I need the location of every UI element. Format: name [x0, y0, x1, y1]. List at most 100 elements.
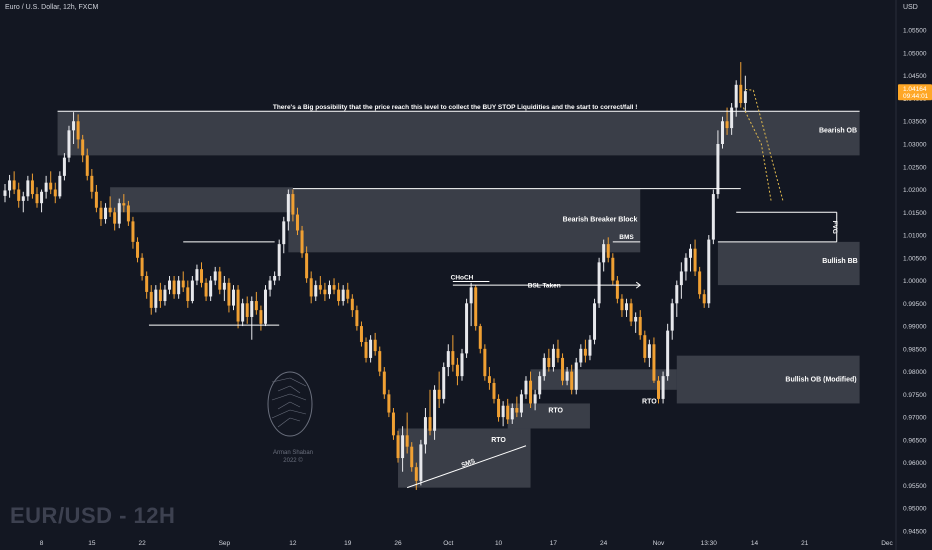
candle-body	[268, 280, 272, 290]
candle-body	[8, 180, 12, 191]
candle-body	[638, 316, 642, 336]
candle-body	[227, 282, 231, 306]
candle-body	[346, 289, 350, 299]
candle-body	[53, 189, 57, 197]
candle-body	[529, 380, 533, 404]
label-bullish-ob-modified: Bullish OB (Modified)	[785, 376, 856, 383]
candle-body	[62, 157, 66, 176]
logo-year: 2022 ©	[283, 458, 303, 464]
symbol-title[interactable]: Euro / U.S. Dollar, 12h, FXCM	[5, 4, 99, 11]
candle-body	[300, 230, 304, 254]
price-tick-label: 1.03500	[903, 119, 927, 126]
candle-body	[689, 248, 692, 258]
candle-body	[693, 248, 697, 272]
candle-body	[245, 303, 249, 317]
candle-body	[419, 444, 423, 481]
candle-body	[149, 291, 153, 308]
price-tick-label: 0.97000	[903, 415, 927, 422]
label-choch: CHoCH	[451, 274, 474, 281]
currency-label: USD	[903, 4, 918, 11]
candle-body	[716, 144, 720, 195]
candle-body	[58, 175, 62, 197]
candle-body	[382, 371, 386, 395]
candle-body	[163, 289, 167, 302]
candle-body	[181, 280, 185, 288]
candle-body	[232, 289, 235, 306]
logo-link	[289, 409, 307, 415]
time-tick-label: 26	[394, 540, 402, 547]
candle-body	[341, 289, 345, 302]
candle-body	[113, 212, 117, 224]
candle-body	[524, 380, 528, 395]
candle-body	[26, 180, 30, 197]
candle-body	[634, 316, 638, 322]
candle-body	[218, 271, 222, 290]
candle-body	[451, 351, 455, 365]
candle-body	[186, 287, 190, 302]
candle-body	[35, 194, 39, 204]
candle-body	[643, 335, 647, 358]
candle-body	[305, 253, 309, 279]
candle-body	[455, 364, 459, 377]
candle-body	[428, 417, 432, 431]
candle-body	[318, 285, 322, 290]
time-tick-label: 10	[495, 540, 503, 547]
candle-body	[556, 348, 560, 358]
candle-body	[131, 221, 135, 242]
candle-body	[104, 207, 108, 220]
price-tick-label: 0.96000	[903, 460, 927, 467]
candle-body	[533, 394, 537, 404]
candle-body	[76, 121, 80, 140]
candle-body	[423, 417, 427, 445]
candle-body	[337, 289, 341, 302]
candle-body	[547, 357, 551, 368]
current-price-tag	[898, 84, 932, 101]
watermark: EUR/USD - 12H	[10, 503, 176, 528]
price-tick-label: 1.04500	[903, 73, 927, 80]
candle-body	[314, 285, 318, 297]
candle-body	[405, 435, 409, 447]
price-axis[interactable]: 1.055001.050001.045001.040001.035001.030…	[895, 0, 932, 550]
time-axis[interactable]: 8 15 22 Sep 12 19 26 Oct 10 17 24 Nov 13:30 14 21 Dec	[40, 540, 894, 547]
candle-body	[510, 408, 514, 420]
candle-body	[122, 203, 126, 206]
label-bearish-breaker-block: Bearish Breaker Block	[563, 216, 638, 223]
candle-body	[263, 289, 267, 324]
candle-body	[506, 405, 510, 420]
candle-body	[442, 367, 446, 399]
time-tick-label: 22	[138, 540, 146, 547]
time-tick-label: 19	[344, 540, 352, 547]
candle-body	[711, 194, 715, 240]
candle-body	[538, 376, 542, 395]
candle-body	[387, 394, 391, 413]
price-tick-label: 0.98000	[903, 369, 927, 376]
candle-body	[625, 303, 629, 311]
time-tick-label: 17	[550, 540, 558, 547]
candle-body	[670, 303, 674, 331]
time-tick-label: Oct	[443, 540, 453, 547]
candle-body	[378, 351, 382, 372]
candle-body	[675, 285, 679, 304]
current-price-value: 1.04164	[903, 86, 927, 93]
candle-body	[433, 389, 437, 431]
candle-body	[743, 91, 747, 104]
candle-body	[720, 121, 724, 144]
candle-body	[236, 289, 240, 322]
candle-body	[309, 278, 313, 297]
projection-path-1	[745, 88, 784, 203]
logo-link	[277, 385, 291, 392]
label-sms: SMS	[461, 458, 477, 470]
label-fvg: FVG	[831, 221, 838, 234]
candle-body	[597, 262, 601, 304]
candle-body	[67, 130, 71, 158]
candle-body	[497, 398, 501, 418]
candle-body	[332, 285, 336, 290]
candle-body	[168, 280, 172, 290]
candle-body	[615, 280, 619, 299]
projection-path-2	[742, 107, 772, 203]
time-tick-label: 24	[600, 540, 608, 547]
price-tick-label: 1.05000	[903, 50, 927, 57]
price-tick-label: 0.97500	[903, 392, 927, 399]
label-bms: BMS	[619, 234, 634, 241]
